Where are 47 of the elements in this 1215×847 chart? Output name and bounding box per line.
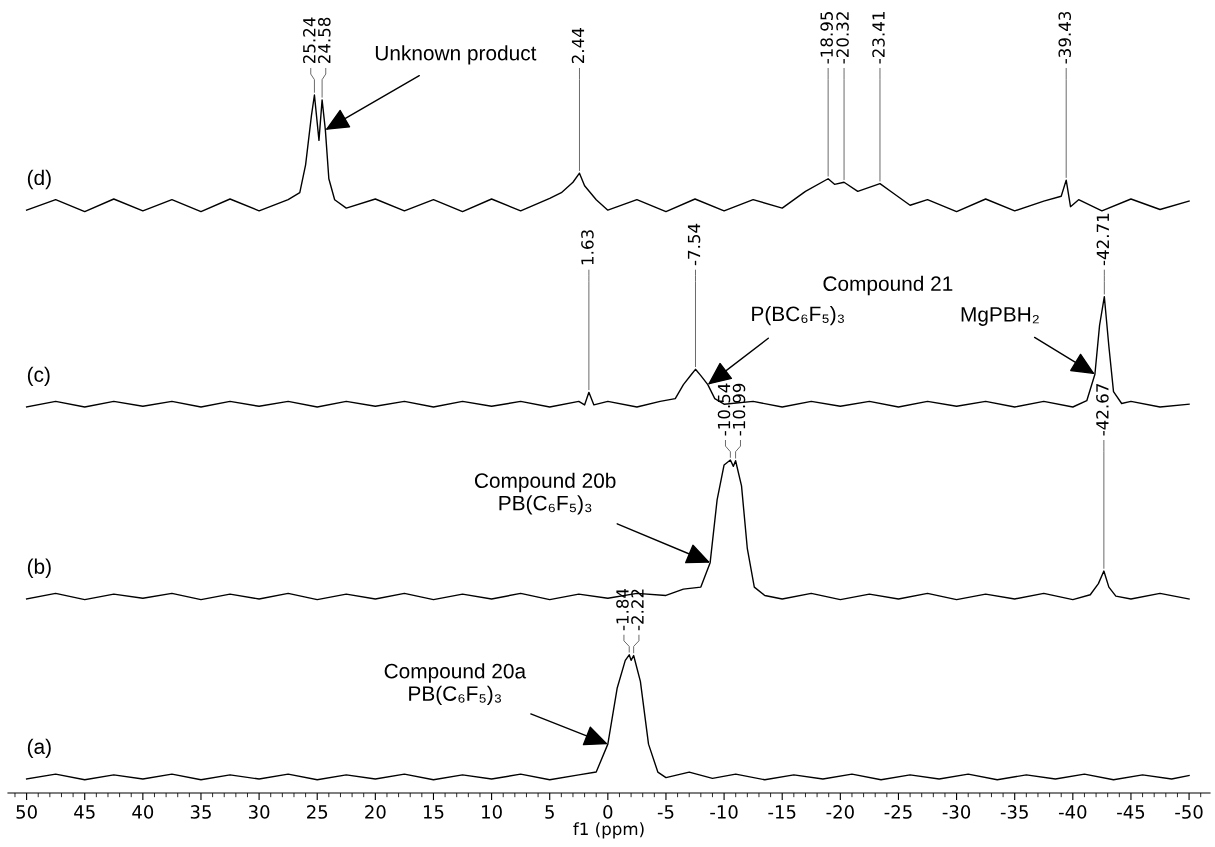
- annotation: MgPBH₂: [961, 307, 1039, 326]
- x-tick-label: -45: [1117, 805, 1145, 819]
- annotation: 25.24: [302, 17, 316, 64]
- x-tick-label: 5: [545, 805, 554, 819]
- x-tick-label: 25: [307, 805, 328, 819]
- x-tick-label: 40: [132, 805, 154, 819]
- annotation: -7.54: [687, 223, 701, 266]
- annotation: -10.99: [732, 383, 746, 436]
- annotation: 24.58: [317, 17, 331, 64]
- annotation: -1.84: [616, 588, 629, 631]
- annotation: -42.71: [1096, 213, 1109, 266]
- annotation: -2.22: [631, 589, 644, 631]
- annotation: -18.95: [820, 12, 833, 64]
- x-tick-label: 35: [190, 805, 211, 819]
- x-tick-label: 30: [248, 805, 270, 819]
- x-tick-label: -35: [1000, 805, 1028, 819]
- annotation: Unknown product: [375, 45, 537, 65]
- x-tick-label: -40: [1058, 805, 1087, 819]
- series-label: (d): [27, 169, 51, 190]
- x-tick-label: 45: [74, 805, 95, 819]
- series-label: (a): [27, 738, 51, 759]
- annotation: 1.63: [581, 230, 594, 265]
- x-tick-label: -15: [768, 805, 796, 819]
- annotation: Compound 21: [823, 275, 953, 296]
- series-label: (c): [27, 366, 50, 387]
- annotation: -20.32: [836, 12, 849, 64]
- annotation: Compound 20a PB(C₆F₅)₃: [384, 663, 527, 706]
- x-tick-label: 0: [603, 805, 613, 819]
- annotation: Compound 20b PB(C₆F₅)₃: [474, 472, 616, 515]
- x-tick-label: 10: [482, 805, 502, 819]
- x-tick-label: -50: [1175, 805, 1203, 819]
- annotation: 2.44: [571, 28, 585, 64]
- x-axis-title: f1 (ppm): [573, 822, 644, 839]
- x-tick-label: -25: [884, 805, 912, 819]
- annotation: -39.43: [1058, 11, 1072, 64]
- x-tick-label: 50: [16, 805, 37, 819]
- x-tick-label: -20: [826, 805, 854, 819]
- annotation: -10.54: [717, 383, 731, 436]
- x-tick-label: -30: [942, 805, 971, 819]
- annotation: P(BC₆F₅)₃: [752, 305, 844, 326]
- x-tick-label: -5: [657, 805, 674, 819]
- annotation: -23.41: [872, 12, 885, 64]
- series-label: (b): [27, 558, 51, 579]
- x-tick-label: 20: [365, 805, 386, 819]
- annotation: -42.67: [1096, 384, 1109, 436]
- x-tick-label: 15: [423, 805, 444, 819]
- x-tick-label: -10: [710, 805, 738, 819]
